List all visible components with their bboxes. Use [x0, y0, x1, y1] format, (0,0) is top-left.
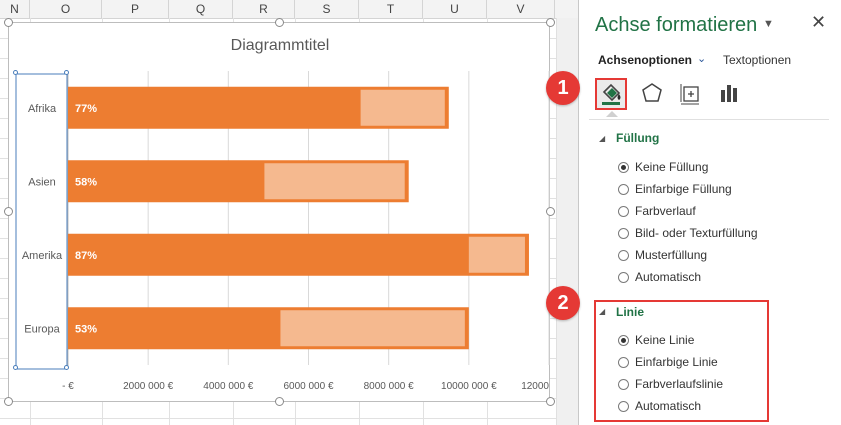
chart-resize-handle-top[interactable]	[275, 18, 284, 27]
collapse-triangle-icon[interactable]: ◢	[599, 307, 606, 316]
section-fill-header[interactable]: Füllung	[616, 131, 660, 145]
category-axis-selection[interactable]	[15, 73, 68, 370]
tick-label: 2000 000 €	[123, 381, 173, 392]
column-header-t[interactable]: T	[359, 0, 423, 18]
radio-solid-fill[interactable]	[618, 184, 629, 195]
chart-resize-handle-right[interactable]	[546, 207, 555, 216]
column-header-q[interactable]: Q	[169, 0, 233, 18]
fill-line-icon[interactable]	[595, 78, 627, 110]
data-label: 87%	[75, 250, 97, 262]
tick-label: 10000 000 €	[441, 381, 497, 392]
worksheet[interactable]: N O P Q R S T U V Diagrammtitel 77% Afrik…	[0, 0, 578, 425]
bar[interactable]	[68, 233, 529, 276]
bar[interactable]	[468, 236, 525, 273]
pane-separator	[589, 119, 829, 120]
radio-gradient-fill[interactable]	[618, 206, 629, 217]
tick-label: 4000 000 €	[203, 381, 253, 392]
tick-label: 12000 000 €	[521, 381, 551, 392]
radio-label: Einfarbige Linie	[635, 355, 718, 369]
data-label: 77%	[75, 103, 97, 115]
callout-1: 1	[546, 71, 580, 105]
line-section-highlight	[594, 300, 769, 422]
chart-resize-handle-bottom[interactable]	[275, 397, 284, 406]
category-label: Asien	[28, 176, 56, 188]
bar[interactable]	[360, 89, 445, 126]
pane-title: Achse formatieren	[595, 14, 758, 36]
radio-label: Musterfüllung	[635, 248, 708, 262]
pane-options-caret-icon[interactable]: ▼	[763, 18, 774, 30]
radio-gradient-line[interactable]	[618, 379, 629, 390]
tick-label: 8000 000 €	[364, 381, 414, 392]
effects-icon[interactable]	[639, 80, 665, 106]
data-label: 53%	[75, 323, 97, 335]
radio-label: Farbverlaufslinie	[635, 377, 724, 391]
column-headers: N O P Q R S T U V	[0, 0, 578, 19]
radio-label: Automatisch	[635, 270, 702, 284]
collapse-triangle-icon[interactable]: ◢	[599, 134, 606, 143]
radio-pattern-fill[interactable]	[618, 250, 629, 261]
axis-selection-handle-top-left[interactable]	[13, 70, 18, 75]
column-header-r[interactable]: R	[233, 0, 295, 18]
chart-resize-handle-top-left[interactable]	[4, 18, 13, 27]
column-header-o[interactable]: O	[30, 0, 102, 18]
vertical-scrollbar[interactable]	[556, 18, 578, 425]
radio-label: Keine Linie	[635, 333, 695, 347]
radio-solid-line[interactable]	[618, 357, 629, 368]
active-tab-pointer	[606, 111, 618, 117]
category-label: Europa	[24, 323, 60, 335]
tab-axis-options[interactable]: Achsenoptionen	[598, 53, 693, 67]
axis-selection-handle-bottom-right[interactable]	[64, 365, 69, 370]
column-header-p[interactable]: P	[102, 0, 169, 18]
column-header-s[interactable]: S	[295, 0, 359, 18]
column-header-v[interactable]: V	[487, 0, 555, 18]
chart-area[interactable]: Diagrammtitel 77% Afrika 58% Asien 87% Amerik…	[8, 22, 551, 403]
chart-resize-handle-bottom-left[interactable]	[4, 397, 13, 406]
category-label: Afrika	[28, 103, 57, 115]
pane-divider[interactable]	[578, 0, 579, 425]
close-icon[interactable]: ✕	[811, 12, 827, 32]
column-header-u[interactable]: U	[423, 0, 487, 18]
radio-automatic-line[interactable]	[618, 401, 629, 412]
bar-chart-plot[interactable]: 77% Afrika 58% Asien 87% Amerika 53% Europa - € 2…	[9, 23, 551, 403]
section-line-header[interactable]: Linie	[616, 305, 645, 319]
axis-selection-handle-bottom-left[interactable]	[13, 365, 18, 370]
format-axis-pane: Achse formatieren ▼ ✕ Achsenoptionen ⌄ T…	[579, 0, 841, 425]
tick-label: 6000 000 €	[283, 381, 333, 392]
callout-2: 2	[546, 286, 580, 320]
radio-no-fill[interactable]	[618, 162, 629, 173]
data-label: 58%	[75, 176, 97, 188]
column-header-n[interactable]: N	[0, 0, 30, 18]
category-label: Amerika	[22, 250, 63, 262]
chart-resize-handle-top-right[interactable]	[546, 18, 555, 27]
radio-label: Einfarbige Füllung	[635, 182, 732, 196]
chart-resize-handle-left[interactable]	[4, 207, 13, 216]
tick-label: - €	[62, 381, 74, 392]
radio-label: Automatisch	[635, 399, 702, 413]
size-properties-icon[interactable]	[677, 80, 703, 106]
bar[interactable]	[280, 310, 465, 347]
chevron-down-icon[interactable]: ⌄	[697, 53, 707, 65]
radio-label: Keine Füllung	[635, 160, 709, 174]
axis-options-icon[interactable]	[717, 80, 743, 106]
tab-text-options[interactable]: Textoptionen	[723, 53, 792, 67]
radio-label: Bild- oder Texturfüllung	[635, 226, 758, 240]
radio-no-line[interactable]	[618, 335, 629, 346]
bar[interactable]	[264, 163, 405, 200]
radio-picture-fill[interactable]	[618, 228, 629, 239]
radio-label: Farbverlauf	[635, 204, 696, 218]
chart-resize-handle-bottom-right[interactable]	[546, 397, 555, 406]
radio-automatic-fill[interactable]	[618, 272, 629, 283]
axis-selection-handle-top-right[interactable]	[64, 70, 69, 75]
chart-title[interactable]: Diagrammtitel	[230, 37, 330, 54]
